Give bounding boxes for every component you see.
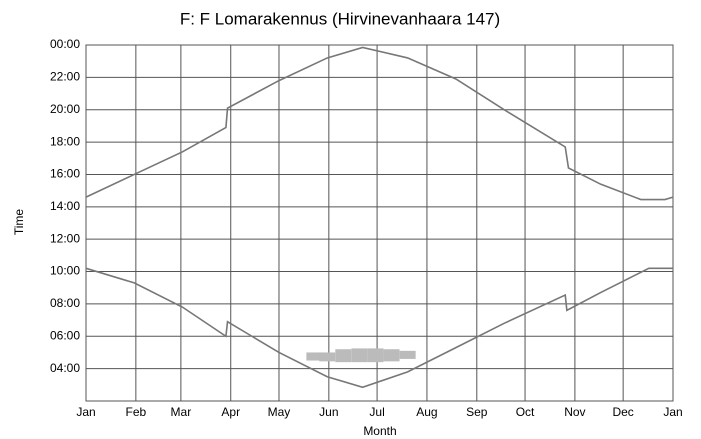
y-tick-label: 00:00 xyxy=(50,37,80,51)
shadow-band xyxy=(367,348,384,363)
y-tick-label: 06:00 xyxy=(50,328,80,342)
x-tick-label: Jan xyxy=(663,405,682,419)
x-tick-label: Jun xyxy=(319,405,338,419)
x-tick-label: Dec xyxy=(612,405,633,419)
x-tick-label: Jul xyxy=(369,405,384,419)
shadow-band xyxy=(351,348,368,363)
y-tick-label: 22:00 xyxy=(50,70,80,84)
y-tick-label: 18:00 xyxy=(50,134,80,148)
x-axis-label: Month xyxy=(363,424,396,438)
x-tick-label: May xyxy=(268,405,291,419)
y-tick-label: 16:00 xyxy=(50,167,80,181)
shadow-band xyxy=(383,349,400,362)
y-tick-label: 14:00 xyxy=(50,199,80,213)
x-tick-label: Jan xyxy=(76,405,95,419)
shadow-band xyxy=(319,352,336,362)
series-line xyxy=(85,267,673,389)
y-tick-label: 12:00 xyxy=(50,231,80,245)
series-line xyxy=(85,46,674,201)
chart-title: F: F Lomarakennus (Hirvinevanhaara 147) xyxy=(180,9,500,28)
x-tick-label: Feb xyxy=(126,405,147,419)
x-tick-label: Mar xyxy=(171,405,192,419)
y-tick-label: 08:00 xyxy=(50,296,80,310)
shadow-band xyxy=(306,352,323,361)
shadow-band xyxy=(335,349,352,363)
x-tick-label: Oct xyxy=(516,405,535,419)
x-tick-label: Nov xyxy=(564,405,585,419)
x-tick-label: Sep xyxy=(466,405,488,419)
plot-frame xyxy=(85,44,674,402)
y-tick-label: 20:00 xyxy=(50,102,80,116)
y-tick-label: 10:00 xyxy=(50,264,80,278)
x-tick-label: Apr xyxy=(221,405,240,419)
y-axis-label: Time xyxy=(12,209,26,236)
shadow-band xyxy=(399,350,416,359)
y-tick-label: 04:00 xyxy=(50,361,80,375)
x-tick-label: Aug xyxy=(416,405,437,419)
